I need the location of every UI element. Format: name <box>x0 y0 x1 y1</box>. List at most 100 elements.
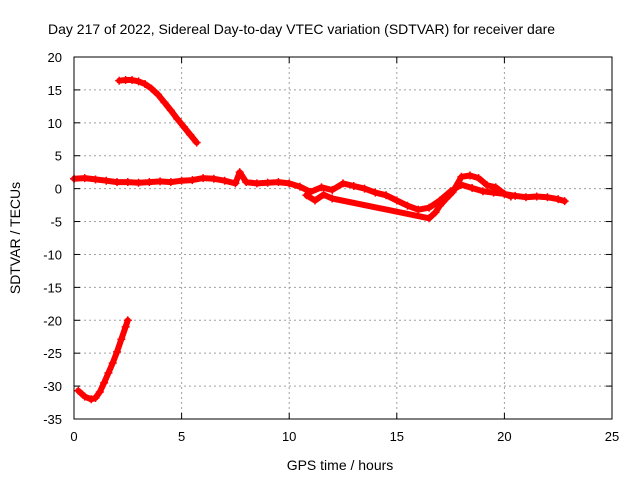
data-point <box>295 182 304 191</box>
y-tick-label: -15 <box>43 280 62 295</box>
data-point <box>414 205 423 214</box>
data-point <box>123 316 132 325</box>
data-point <box>474 174 483 183</box>
ticks: 0 5 10 15 20 25 20 15 10 5 0 -5 -10 -15 -20 -25 -30 -35 <box>43 50 619 444</box>
y-tick-label: 0 <box>55 182 62 197</box>
data-point <box>220 176 229 185</box>
x-tick-label: 0 <box>70 429 77 444</box>
y-tick-label: 5 <box>55 149 62 164</box>
y-tick-label: -25 <box>43 346 62 361</box>
data-point <box>392 196 401 205</box>
series-trace <box>116 77 200 146</box>
data-point <box>121 322 130 331</box>
data-point <box>431 208 440 217</box>
data-point <box>192 138 201 147</box>
data-point <box>102 176 111 185</box>
data-point <box>448 187 457 196</box>
y-tick-label: -20 <box>43 313 62 328</box>
data-point <box>160 98 169 107</box>
data-point <box>252 179 261 188</box>
y-tick-label: -5 <box>50 215 62 230</box>
data-point <box>560 197 569 206</box>
y-tick-label: 10 <box>48 116 62 131</box>
grid <box>74 57 612 419</box>
x-tick-label: 10 <box>282 429 296 444</box>
plot-border <box>73 56 613 420</box>
data-point <box>123 178 132 187</box>
data-point <box>425 203 434 212</box>
data-point <box>483 181 492 190</box>
data-point <box>156 177 165 186</box>
data-point <box>147 84 156 93</box>
data-point <box>113 178 122 187</box>
data-point <box>403 201 412 210</box>
data-point <box>134 77 143 86</box>
data-point <box>319 190 328 199</box>
data-point <box>166 178 175 187</box>
data-point <box>349 182 358 191</box>
data-point <box>491 183 500 192</box>
data-point <box>465 171 474 180</box>
series-trace <box>303 172 514 222</box>
data-point <box>311 196 320 205</box>
data-point <box>506 192 515 201</box>
data-point <box>543 193 552 202</box>
data-point <box>80 174 89 183</box>
series-trace <box>71 169 568 213</box>
data-point <box>91 393 100 402</box>
data-point <box>302 191 311 200</box>
data-point <box>532 192 541 201</box>
data-point <box>274 178 283 187</box>
data-point <box>263 178 272 187</box>
y-tick-label: 20 <box>48 50 62 65</box>
data-point <box>179 122 188 131</box>
data-point <box>339 179 347 188</box>
data-point <box>173 114 182 123</box>
data-point <box>95 388 104 397</box>
x-tick-label: 5 <box>178 429 185 444</box>
data-point <box>457 172 466 181</box>
data-point <box>360 184 369 193</box>
y-tick-label: -35 <box>43 412 62 427</box>
data-point <box>435 201 444 210</box>
x-axis-label: GPS time / hours <box>287 457 394 473</box>
x-tick-label: 15 <box>390 429 404 444</box>
x-tick-label: 20 <box>497 429 511 444</box>
data-point <box>113 347 122 356</box>
data-point <box>87 395 96 404</box>
data-point <box>177 176 186 185</box>
data-point <box>104 368 113 377</box>
data-layer <box>70 76 569 404</box>
data-point <box>153 90 162 99</box>
data-point <box>468 183 477 192</box>
data-point <box>188 176 197 185</box>
data-point <box>521 193 530 202</box>
chart-title: Day 217 of 2022, Sidereal Day-to-day VTE… <box>48 21 555 37</box>
data-point <box>80 392 89 401</box>
data-point <box>128 76 137 85</box>
series-trace <box>75 317 131 403</box>
data-point <box>186 130 195 139</box>
data-point <box>166 106 175 115</box>
data-point <box>328 194 337 203</box>
data-point <box>199 174 208 183</box>
data-point <box>425 214 434 223</box>
y-tick-label: -10 <box>43 247 62 262</box>
data-point <box>117 335 126 344</box>
data-point <box>145 178 154 187</box>
data-point <box>108 359 117 368</box>
data-point <box>209 174 218 183</box>
data-point <box>328 185 337 194</box>
data-point <box>442 194 451 203</box>
data-point <box>74 386 83 395</box>
y-tick-label: 15 <box>48 83 62 98</box>
data-point <box>231 179 240 188</box>
y-axis-label: SDTVAR / TECUs <box>7 182 23 294</box>
data-point <box>285 179 294 188</box>
data-point <box>382 191 391 200</box>
data-point <box>500 189 509 198</box>
data-point <box>489 188 498 197</box>
data-point <box>478 187 487 196</box>
data-point <box>134 178 143 187</box>
data-point <box>554 195 563 204</box>
